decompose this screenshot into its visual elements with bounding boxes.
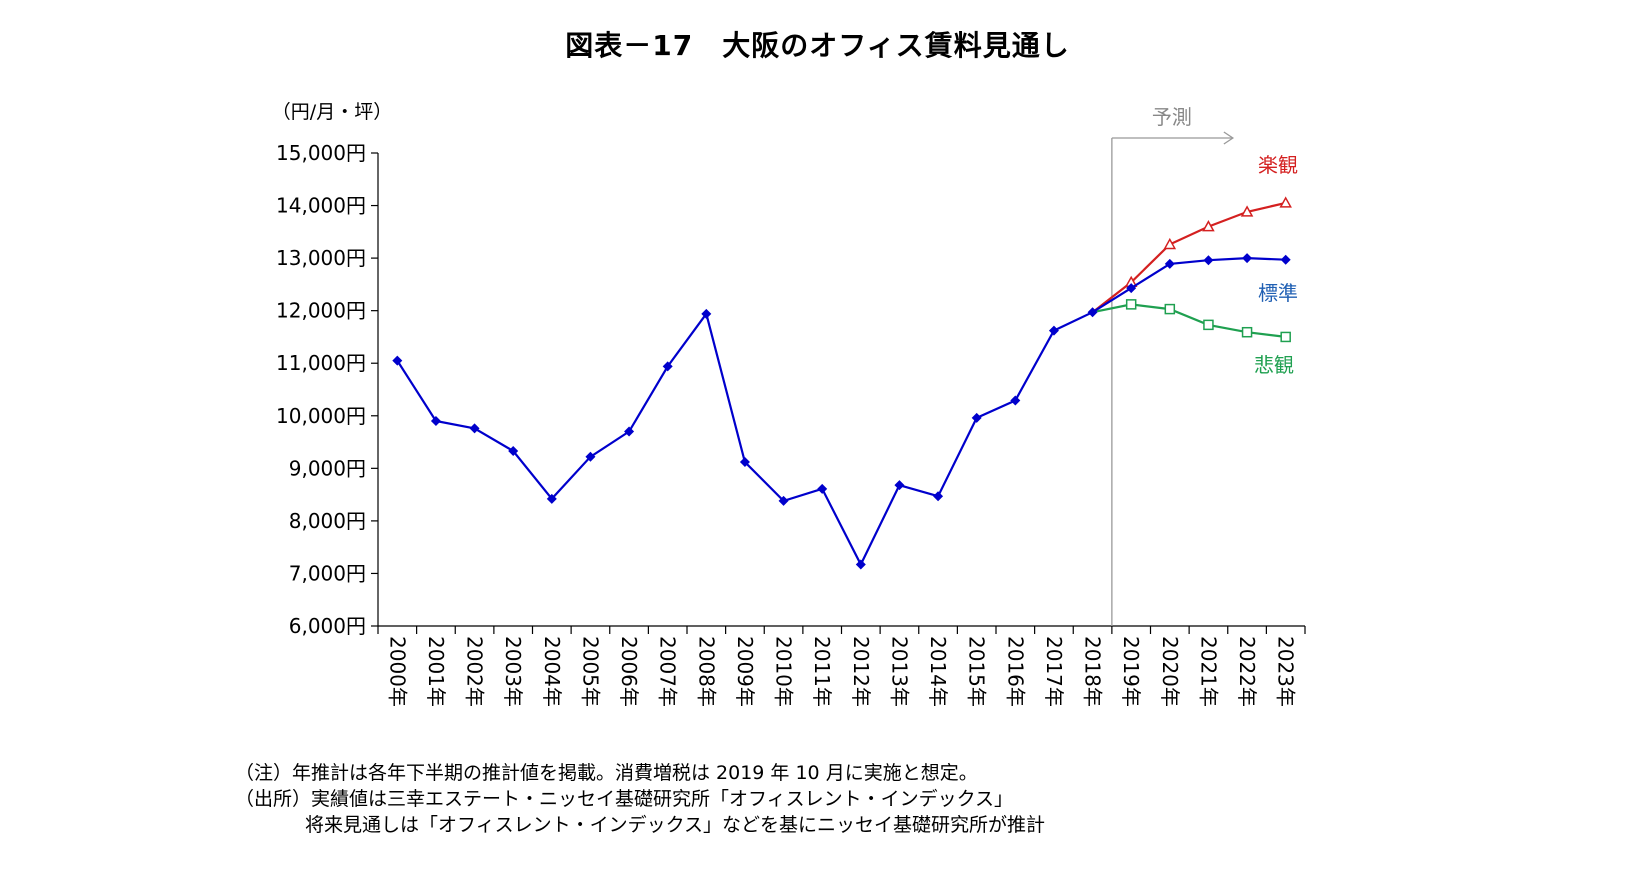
data-point xyxy=(1241,326,1253,338)
data-point xyxy=(1240,205,1254,217)
data-point xyxy=(1164,258,1175,269)
data-point xyxy=(546,493,557,504)
x-tick-label: 2016年 xyxy=(1003,636,1027,707)
source-text: （出所）実績値は三幸エステート・ニッセイ基礎研究所「オフィスレント・インデックス… xyxy=(235,788,1014,810)
chart-title: 図表－17 大阪のオフィス賃料見通し xyxy=(565,29,1070,62)
series-line xyxy=(1092,303,1286,338)
x-tick-label: 2021年 xyxy=(1196,636,1220,707)
data-point xyxy=(1203,319,1214,331)
data-point xyxy=(430,416,441,427)
note-text: （注）年推計は各年下半期の推計値を掲載。消費増税は 2019 年 10 月に実施… xyxy=(235,762,978,784)
x-tick-label: 2011年 xyxy=(810,636,834,707)
y-tick-label: 9,000円 xyxy=(289,456,366,480)
x-tick-label: 2014年 xyxy=(926,636,950,707)
data-point xyxy=(817,483,828,494)
data-point xyxy=(739,457,750,468)
series-line xyxy=(396,256,1286,567)
y-tick-label: 11,000円 xyxy=(276,351,366,375)
data-point xyxy=(585,451,596,462)
data-point xyxy=(1010,395,1021,406)
source-text-2: 将来見通しは「オフィスレント・インデックス」などを基にニッセイ基礎研究所が推計 xyxy=(305,814,1046,836)
x-tick-label: 2000年 xyxy=(385,636,409,707)
forecast-label: 予測 xyxy=(1152,105,1192,129)
y-tick-label: 14,000円 xyxy=(276,194,366,218)
x-tick-label: 2020年 xyxy=(1158,636,1182,707)
data-point xyxy=(1087,307,1098,318)
x-tick-label: 2017年 xyxy=(1042,636,1066,707)
series-標準 xyxy=(392,253,1291,570)
data-point xyxy=(1242,253,1253,264)
data-point xyxy=(1125,299,1137,310)
series-悲観 xyxy=(1092,299,1291,343)
data-point xyxy=(662,361,673,372)
data-point xyxy=(624,426,635,437)
series-label: 悲観 xyxy=(1254,353,1294,377)
x-tick-label: 2019年 xyxy=(1119,636,1143,707)
data-point xyxy=(469,423,480,434)
x-tick-label: 2007年 xyxy=(656,636,680,707)
data-point xyxy=(508,445,519,456)
forecast-arrowhead xyxy=(1223,131,1235,145)
x-tick-label: 2001年 xyxy=(424,636,448,707)
y-tick-label: 6,000円 xyxy=(289,614,366,638)
series-label: 楽観 xyxy=(1258,153,1298,177)
x-tick-label: 2023年 xyxy=(1274,636,1298,707)
y-axis: 6,000円 7,000円 8,000円 9,000円 10,000円 11,000円 12… xyxy=(276,141,379,638)
data-point xyxy=(778,495,789,506)
data-point xyxy=(1164,303,1176,315)
y-tick-label: 13,000円 xyxy=(276,246,366,270)
x-tick-label: 2010年 xyxy=(772,636,796,707)
x-axis: 2000年 2001年 2002年 2003年 2004年 2005年 2006年 2007年… xyxy=(377,625,1306,707)
x-tick-label: 2022年 xyxy=(1235,636,1259,707)
chart-plot: （円/月・坪） 6,000円 7,000円 8,000円 9,000円 10,000円 1… xyxy=(272,101,1306,707)
data-point xyxy=(1163,237,1177,250)
y-tick-label: 7,000円 xyxy=(289,561,366,585)
data-point xyxy=(933,491,944,502)
x-tick-label: 2018年 xyxy=(1081,636,1105,707)
data-point xyxy=(1280,254,1291,265)
footnotes: （注）年推計は各年下半期の推計値を掲載。消費増税は 2019 年 10 月に実施… xyxy=(235,760,1045,838)
data-point xyxy=(1202,220,1215,232)
series-label: 標準 xyxy=(1258,281,1298,305)
x-tick-label: 2005年 xyxy=(578,636,602,707)
data-point xyxy=(971,412,982,423)
x-tick-label: 2012年 xyxy=(849,636,873,707)
y-axis-label: （円/月・坪） xyxy=(272,101,392,123)
y-tick-label: 15,000円 xyxy=(276,141,366,165)
y-tick-label: 12,000円 xyxy=(276,299,366,323)
data-point xyxy=(1126,283,1137,294)
data-point xyxy=(1280,331,1291,343)
x-tick-label: 2003年 xyxy=(501,636,525,707)
x-tick-label: 2015年 xyxy=(965,636,989,707)
x-tick-label: 2009年 xyxy=(733,636,757,707)
data-point xyxy=(1279,196,1292,208)
x-tick-label: 2008年 xyxy=(694,636,718,707)
data-point xyxy=(894,480,905,491)
x-tick-label: 2002年 xyxy=(463,636,487,707)
y-tick-label: 10,000円 xyxy=(276,404,366,428)
data-point xyxy=(1048,325,1059,336)
series-line xyxy=(1091,201,1286,314)
series-楽観 xyxy=(1091,196,1292,314)
y-tick-label: 8,000円 xyxy=(289,509,366,533)
forecast-marker: 予測 xyxy=(1111,105,1235,626)
x-tick-label: 2006年 xyxy=(617,636,641,707)
x-tick-label: 2004年 xyxy=(540,636,564,707)
data-point xyxy=(701,308,712,319)
data-point xyxy=(392,355,403,366)
data-point xyxy=(855,559,866,570)
x-tick-label: 2013年 xyxy=(887,636,911,707)
data-point xyxy=(1203,255,1214,266)
